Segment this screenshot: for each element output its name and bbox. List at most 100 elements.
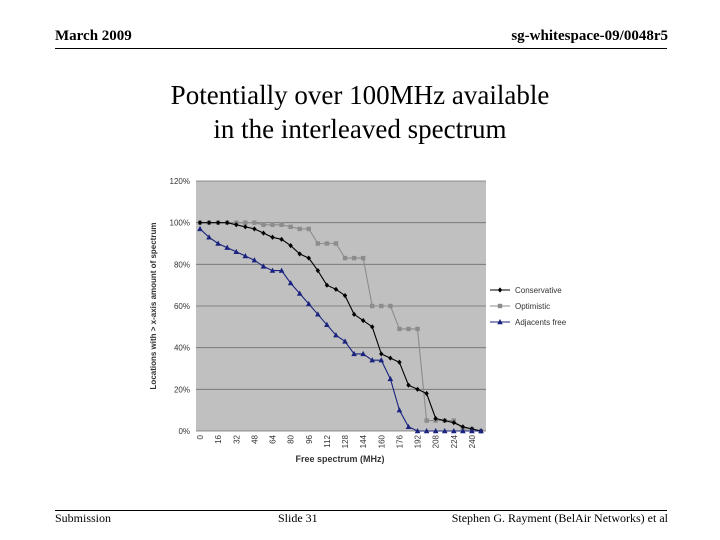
data-point	[397, 326, 402, 332]
header-doc-id: sg-whitespace-09/0048r5	[511, 28, 668, 44]
data-point	[206, 234, 212, 240]
x-tick-label: 144	[359, 434, 368, 448]
data-point	[460, 424, 466, 430]
x-tick-label: 176	[395, 434, 404, 448]
data-point	[315, 241, 321, 246]
data-point	[324, 321, 330, 327]
x-tick-label: 192	[414, 434, 423, 448]
y-axis-label: Locations with > x-axis amount of spectr…	[149, 223, 158, 390]
data-point	[206, 220, 212, 226]
y-tick-label: 100%	[170, 219, 190, 228]
data-point	[197, 225, 203, 232]
data-point	[315, 311, 321, 317]
legend-label: Adjacents free	[515, 318, 567, 327]
data-point	[234, 222, 239, 228]
legend-label: Optimistic	[515, 302, 550, 311]
legend-label: Conservative	[515, 286, 562, 295]
data-point	[261, 222, 266, 227]
y-tick-label: 80%	[174, 260, 190, 269]
data-point	[387, 375, 394, 382]
x-tick-label: 208	[432, 434, 441, 448]
data-point	[305, 300, 312, 307]
data-point	[497, 287, 503, 293]
slide-title: Potentially over 100MHz available in the…	[0, 78, 720, 146]
data-point	[423, 428, 430, 434]
footer-author: Stephen G. Rayment (BelAir Networks) et …	[451, 511, 668, 525]
spectrum-chart: 0% 20% 40% 60% 80% 100% 120% 0 16 32 48 64 80 96 112 1…	[149, 177, 567, 464]
x-tick-label: 80	[287, 434, 296, 443]
data-point	[415, 326, 420, 332]
data-point	[251, 257, 258, 263]
data-point	[497, 319, 503, 325]
data-point	[324, 241, 330, 246]
data-point	[414, 428, 421, 434]
data-point	[405, 423, 412, 430]
data-point	[342, 255, 348, 261]
x-tick-label: 128	[341, 434, 350, 448]
data-point	[333, 332, 339, 338]
data-point	[279, 222, 284, 227]
data-point	[497, 303, 503, 309]
data-point	[243, 220, 248, 225]
header-divider	[55, 48, 667, 49]
data-point	[296, 290, 303, 296]
data-point	[252, 220, 257, 225]
data-point	[441, 428, 448, 434]
x-tick-label: 160	[377, 434, 386, 448]
data-point	[451, 428, 457, 434]
x-tick-label: 64	[269, 434, 278, 443]
legend-entry: Conservative	[490, 286, 562, 295]
data-point	[351, 350, 357, 357]
data-point	[460, 428, 466, 434]
legend-entry: Adjacents free	[490, 318, 567, 327]
x-tick-label: 224	[450, 434, 459, 448]
data-point	[378, 357, 385, 363]
data-point	[388, 355, 393, 361]
data-point	[288, 224, 293, 230]
slide-title-line-2: in the interleaved spectrum	[213, 114, 507, 144]
y-tick-label: 20%	[174, 385, 190, 394]
series-adjacents-free	[197, 225, 484, 434]
data-point	[243, 224, 248, 230]
data-point	[478, 428, 484, 434]
data-point	[397, 359, 402, 365]
y-tick-label: 60%	[174, 302, 190, 311]
x-tick-label: 16	[214, 434, 223, 443]
data-point	[433, 415, 438, 422]
data-point	[370, 303, 375, 309]
x-tick-label: 96	[305, 434, 314, 443]
x-axis-label: Free spectrum (MHz)	[295, 454, 384, 464]
data-point	[242, 253, 249, 259]
footer-divider	[55, 510, 667, 511]
data-point	[233, 248, 240, 255]
data-point	[306, 226, 311, 232]
data-point	[351, 255, 357, 261]
data-point	[360, 255, 366, 261]
data-point	[252, 226, 257, 232]
footer-submission: Submission	[55, 511, 112, 525]
x-tick-label: 0	[196, 434, 205, 439]
data-point	[261, 230, 266, 236]
data-point	[360, 350, 366, 357]
x-tick-label: 112	[323, 434, 332, 447]
data-point	[269, 267, 276, 273]
data-point	[224, 244, 230, 250]
data-point	[396, 407, 403, 413]
data-point	[379, 303, 384, 309]
data-point	[424, 418, 429, 423]
data-point	[406, 326, 411, 332]
y-tick-label: 120%	[170, 177, 190, 186]
data-point	[215, 220, 221, 226]
slide-title-line-1: Potentially over 100MHz available	[170, 80, 550, 110]
x-tick-label: 32	[232, 434, 241, 443]
data-point	[278, 267, 285, 273]
data-point	[270, 234, 275, 240]
data-point	[287, 280, 294, 286]
legend-entry: Optimistic	[490, 302, 550, 311]
x-tick-label: 240	[468, 434, 477, 448]
data-point	[270, 222, 275, 227]
data-point	[424, 390, 429, 397]
data-point	[224, 220, 230, 226]
data-point	[369, 357, 376, 363]
data-point	[333, 241, 339, 246]
